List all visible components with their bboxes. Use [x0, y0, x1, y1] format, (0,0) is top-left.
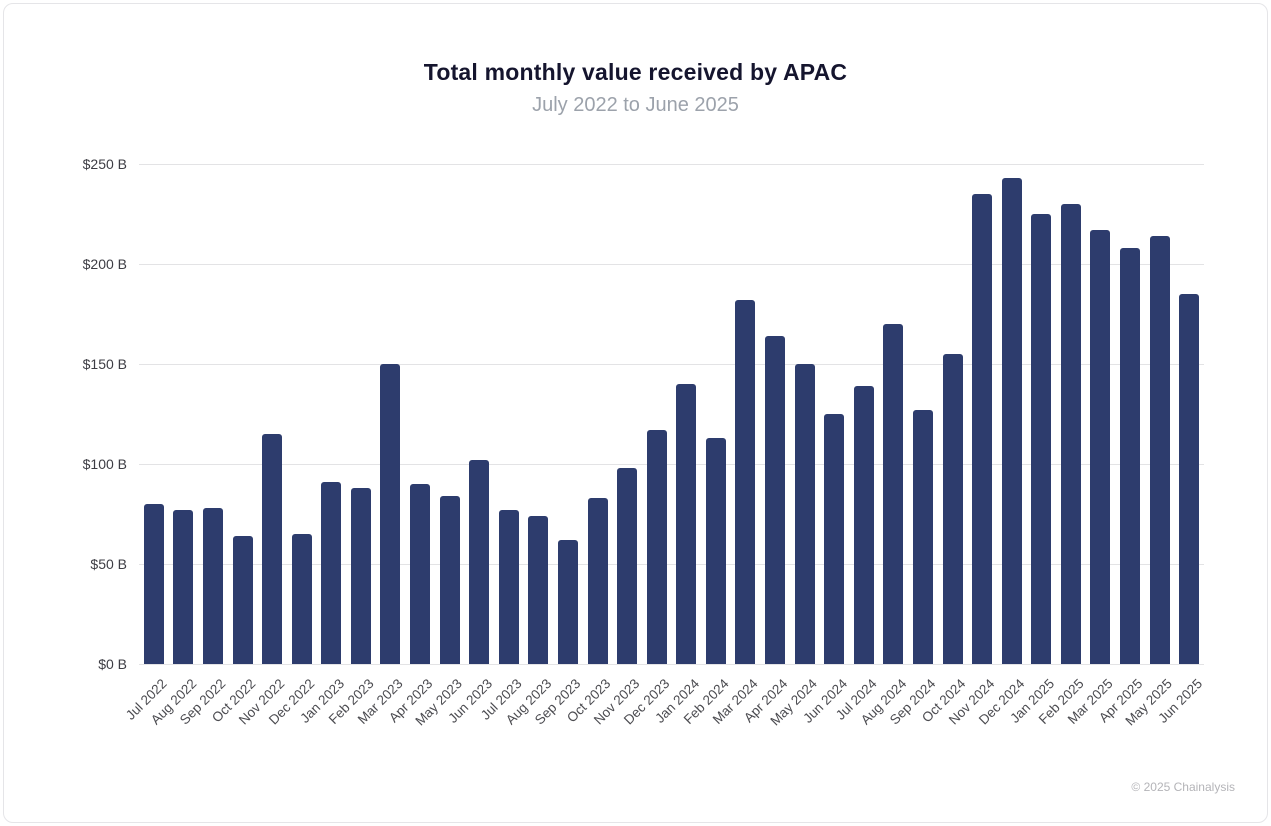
bar-jul-2023	[498, 510, 519, 664]
gridline	[139, 164, 1204, 165]
chart-title: Total monthly value received by APAC	[423, 59, 848, 85]
bar-jun-2023	[469, 460, 490, 664]
y-axis-tick-label: $0 B	[98, 656, 127, 672]
bar-apr-2025	[1120, 248, 1141, 664]
bar-mar-2025	[1090, 230, 1111, 664]
bar-aug-2022	[173, 510, 194, 664]
gridline	[139, 464, 1204, 465]
bar-jan-2023	[321, 482, 342, 664]
bar-mar-2023	[380, 364, 401, 664]
copyright-attribution: © 2025 Chainalysis	[1131, 780, 1235, 794]
bar-dec-2024	[1001, 178, 1022, 664]
bar-feb-2023	[350, 488, 371, 664]
bar-nov-2022	[262, 434, 283, 664]
bar-may-2024	[794, 364, 815, 664]
bar-jul-2024	[853, 386, 874, 664]
gridline	[139, 264, 1204, 265]
y-axis-tick-label: $200 B	[82, 256, 127, 272]
chart-card: Total monthly value received by APAC Jul…	[3, 3, 1268, 823]
bar-apr-2024	[765, 336, 786, 664]
bar-dec-2023	[646, 430, 667, 664]
bar-oct-2024	[942, 354, 963, 664]
gridline	[139, 364, 1204, 365]
bar-may-2025	[1149, 236, 1170, 664]
bar-feb-2025	[1060, 204, 1081, 664]
bar-nov-2023	[617, 468, 638, 664]
bar-jun-2024	[824, 414, 845, 664]
bar-sep-2024	[912, 410, 933, 664]
bar-jun-2025	[1179, 294, 1200, 664]
bar-apr-2023	[410, 484, 431, 664]
bar-mar-2024	[735, 300, 756, 664]
y-axis-tick-label: $250 B	[82, 156, 127, 172]
bar-dec-2022	[291, 534, 312, 664]
y-axis-tick-label: $100 B	[82, 456, 127, 472]
bar-jan-2025	[1031, 214, 1052, 664]
bar-aug-2023	[528, 516, 549, 664]
bar-feb-2024	[705, 438, 726, 664]
y-axis-tick-label: $50 B	[90, 556, 127, 572]
bar-may-2023	[439, 496, 460, 664]
gridline	[139, 564, 1204, 565]
bar-jul-2022	[143, 504, 164, 664]
bar-aug-2024	[883, 324, 904, 664]
plot-area: $0 B $50 B $100 B $150 B $200 B $250 B	[83, 156, 1204, 672]
chart-subtitle: July 2022 to June 2025	[532, 94, 739, 116]
bar-oct-2022	[232, 536, 253, 664]
bar-sep-2022	[202, 508, 223, 664]
bar-jan-2024	[676, 384, 697, 664]
y-axis-tick-label: $150 B	[82, 356, 127, 372]
gridline	[139, 664, 1204, 665]
bar-oct-2023	[587, 498, 608, 664]
bar-sep-2023	[557, 540, 578, 664]
bar-nov-2024	[972, 194, 993, 664]
x-axis-labels: Jul 2022 Aug 2022 Sep 2022 Oct 2022 Nov 2022…	[123, 664, 1205, 784]
